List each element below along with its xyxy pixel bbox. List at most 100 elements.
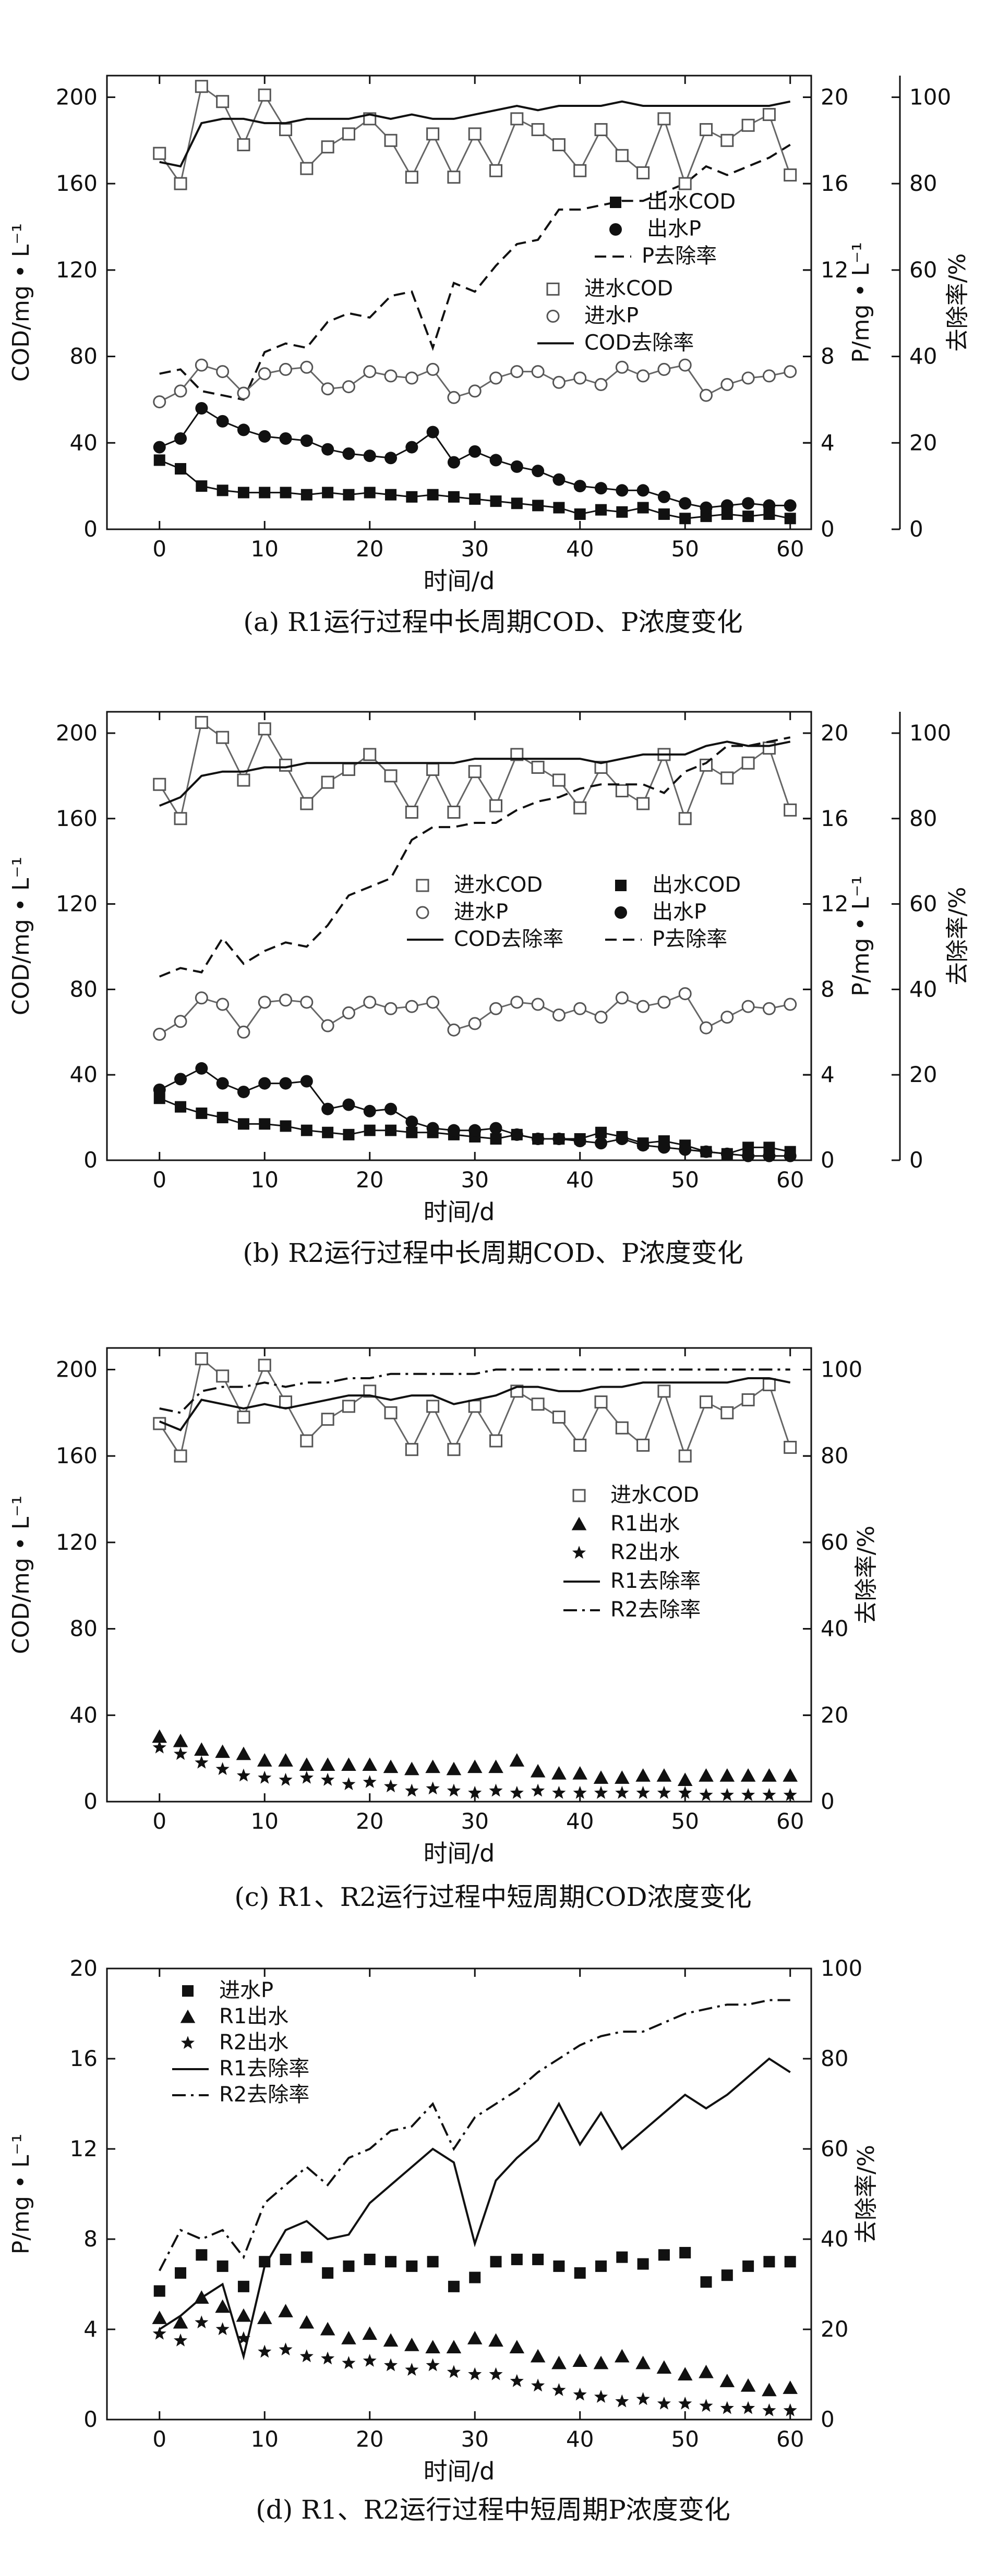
data-point bbox=[468, 765, 482, 779]
data-point bbox=[468, 1124, 482, 1137]
legend-label: 进水P bbox=[219, 1978, 273, 2002]
y-tick-label: 12 bbox=[821, 891, 848, 917]
y-tick-label: 4 bbox=[821, 1062, 835, 1087]
y-tick-label: 100 bbox=[821, 1955, 862, 1981]
data-point bbox=[363, 2353, 377, 2367]
data-point bbox=[762, 108, 776, 121]
figure-caption: (b) R2运行过程中长周期COD、P浓度变化 bbox=[243, 1238, 743, 1268]
data-point bbox=[174, 2333, 188, 2347]
data-point bbox=[657, 112, 671, 126]
y-tick-label: 160 bbox=[56, 806, 98, 831]
data-point bbox=[217, 2260, 229, 2272]
data-point bbox=[384, 369, 398, 383]
data-point bbox=[383, 1759, 399, 1773]
data-point bbox=[405, 2363, 419, 2376]
data-point bbox=[299, 1770, 314, 1784]
y-tick-label: 4 bbox=[821, 430, 835, 455]
plot-frame bbox=[106, 711, 812, 1161]
data-point bbox=[300, 995, 314, 1009]
data-point bbox=[552, 1008, 566, 1022]
y-axis-label-rate: 去除率/% bbox=[853, 2145, 880, 2243]
data-point bbox=[447, 1783, 461, 1797]
data-point bbox=[320, 1757, 335, 1771]
data-point bbox=[447, 171, 461, 184]
data-point bbox=[448, 491, 460, 503]
data-point bbox=[322, 487, 334, 499]
x-tick-label: 30 bbox=[461, 1808, 488, 1834]
legend-swatch bbox=[610, 197, 621, 208]
plot-frame bbox=[106, 1347, 812, 1803]
legend-swatch bbox=[609, 223, 622, 236]
data-point bbox=[279, 2342, 293, 2355]
data-point bbox=[468, 127, 482, 141]
y-axis-label-rate: 去除率/% bbox=[944, 887, 971, 986]
data-point bbox=[531, 1783, 545, 1797]
data-point bbox=[678, 177, 692, 190]
x-tick-label: 40 bbox=[566, 1167, 594, 1193]
x-tick-label: 60 bbox=[776, 1808, 804, 1834]
x-tick-label: 50 bbox=[671, 1808, 699, 1834]
data-point bbox=[195, 1755, 209, 1769]
data-point bbox=[741, 371, 755, 385]
legend-label: R1出水 bbox=[610, 1512, 680, 1536]
y-tick-label: 0 bbox=[909, 516, 923, 542]
data-point bbox=[616, 506, 628, 518]
legend-label: 出水COD bbox=[647, 190, 736, 214]
data-point bbox=[657, 1384, 671, 1398]
data-point bbox=[635, 1768, 651, 1782]
data-point bbox=[489, 454, 502, 467]
data-point bbox=[679, 513, 691, 525]
data-point bbox=[637, 2258, 649, 2270]
data-point bbox=[385, 489, 397, 501]
legend: 进水COD R1出水 R2出水 R1去除率 R2去除率 bbox=[563, 1483, 701, 1622]
data-point bbox=[511, 2253, 523, 2265]
legend-swatch bbox=[181, 2036, 195, 2049]
data-point bbox=[404, 1761, 419, 1776]
data-point bbox=[322, 1126, 334, 1138]
data-point bbox=[699, 2399, 713, 2412]
data-point bbox=[488, 1759, 503, 1773]
data-point bbox=[195, 715, 208, 729]
data-point bbox=[153, 777, 166, 791]
data-point bbox=[677, 2367, 693, 2380]
data-point bbox=[152, 1740, 166, 1754]
data-point bbox=[196, 480, 208, 492]
legend-swatch bbox=[546, 309, 560, 323]
data-point bbox=[509, 2340, 525, 2354]
data-point bbox=[720, 1406, 734, 1419]
data-point bbox=[553, 502, 565, 514]
data-point bbox=[384, 1102, 398, 1115]
data-point bbox=[489, 1122, 502, 1135]
data-point bbox=[215, 1762, 230, 1775]
data-point bbox=[447, 805, 461, 819]
data-point bbox=[573, 1785, 587, 1799]
chart-panel-d: 0 10 20 30 40 50 60 时间/d 0 4 8 12 16 20 P/mg • L⁻¹ 0 20 4… bbox=[8, 1955, 880, 2525]
series-R2去除率 bbox=[158, 1999, 790, 2271]
data-point bbox=[468, 1785, 482, 1799]
data-point bbox=[321, 443, 334, 456]
data-point bbox=[531, 365, 545, 379]
data-point bbox=[342, 763, 355, 776]
data-point bbox=[236, 2308, 251, 2322]
data-point bbox=[426, 2358, 440, 2372]
data-point bbox=[406, 2260, 418, 2272]
y-tick-label: 80 bbox=[909, 806, 937, 831]
data-point bbox=[742, 1149, 755, 1162]
data-point bbox=[279, 758, 293, 772]
legend-label: P去除率 bbox=[642, 244, 717, 268]
series-进水P bbox=[153, 358, 797, 409]
data-point bbox=[363, 1384, 377, 1398]
y-tick-label: 0 bbox=[821, 1789, 835, 1814]
data-point bbox=[385, 1124, 397, 1136]
y-tick-label: 8 bbox=[83, 2226, 98, 2252]
data-point bbox=[384, 1002, 398, 1015]
data-point bbox=[343, 2260, 355, 2272]
legend-label: 进水COD bbox=[454, 873, 543, 897]
data-point bbox=[426, 127, 440, 141]
data-point bbox=[279, 1395, 293, 1409]
data-point bbox=[426, 763, 440, 776]
data-point bbox=[385, 2256, 397, 2268]
data-point bbox=[699, 2364, 714, 2378]
data-point bbox=[447, 1443, 461, 1456]
